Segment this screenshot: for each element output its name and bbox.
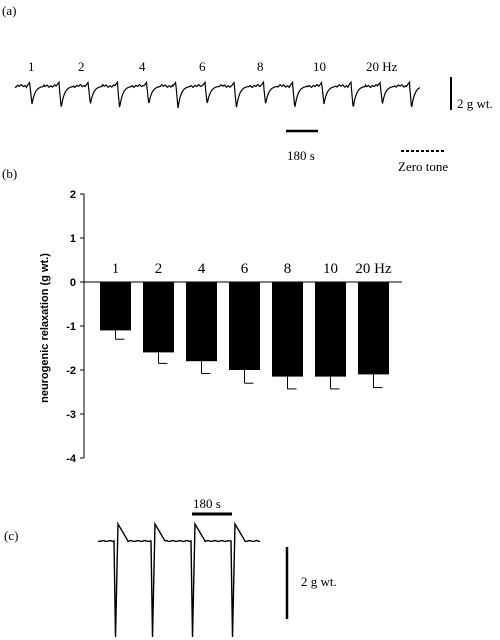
panel-a-time-scale-label: 180 s xyxy=(287,148,315,163)
panel-a-frequency-label: 20 Hz xyxy=(366,59,398,74)
x-category-label: 10 xyxy=(323,261,338,277)
trace-c-line xyxy=(97,521,261,638)
y-tick-label: -2 xyxy=(66,365,76,377)
x-category-label: 8 xyxy=(284,261,292,277)
x-axis-labels: 1 2 4 6 8 10 20 Hz xyxy=(112,261,392,277)
y-tick-label: -1 xyxy=(66,321,76,333)
panel-c-trace-recording: 180 s 2 g wt. xyxy=(97,496,337,638)
y-axis-label: neurogenic relaxation (g wt.) xyxy=(39,253,51,403)
panel-a-frequency-label: 6 xyxy=(199,59,206,74)
x-category-label: 6 xyxy=(241,261,249,277)
panel-a-frequency-label: 1 xyxy=(28,59,35,74)
bar xyxy=(186,282,217,362)
y-tick-label: 0 xyxy=(70,277,76,289)
panel-a-frequency-label: 8 xyxy=(257,59,264,74)
panel-a-frequency-label: 4 xyxy=(139,59,146,74)
panel-a-zero-tone-label: Zero tone xyxy=(398,159,448,174)
y-axis-ticks: 2 1 0 -1 -2 -3 -4 xyxy=(66,189,84,465)
y-tick-label: -4 xyxy=(66,453,77,465)
panel-a-frequency-labels: 1 2 4 6 8 10 20 Hz xyxy=(28,59,398,74)
bar-chart: 210-1-2-3-4 1 2 4 6 8 10 20 Hz neurogenic rela… xyxy=(39,189,402,465)
bar xyxy=(229,282,260,370)
bar xyxy=(100,282,131,331)
bar xyxy=(272,282,303,377)
panel-a-force-scale-label: 2 g wt. xyxy=(457,96,493,111)
panel-a-trace-recording: 1 2 4 6 8 10 20 Hz 2 g wt. 180 s Zero tone xyxy=(14,59,493,174)
panel-c-time-scale-label: 180 s xyxy=(193,496,221,511)
panel-a-label: (a) xyxy=(2,3,16,18)
bars xyxy=(100,282,389,377)
panel-a-frequency-label: 2 xyxy=(78,59,85,74)
panel-a-frequency-label: 10 xyxy=(313,59,326,74)
y-tick-label: -3 xyxy=(66,409,76,421)
y-tick-label: 1 xyxy=(70,233,76,245)
bar xyxy=(358,282,389,375)
x-category-label: 20 Hz xyxy=(355,261,392,277)
bar xyxy=(143,282,174,353)
x-category-label: 1 xyxy=(112,261,120,277)
panel-c-force-scale-label: 2 g wt. xyxy=(301,574,337,589)
y-tick-label: 2 xyxy=(70,189,76,201)
panel-b-label: (b) xyxy=(2,166,17,181)
trace-a-line xyxy=(14,80,421,109)
panel-c-label: (c) xyxy=(4,528,18,543)
error-bars xyxy=(115,330,383,390)
x-category-label: 4 xyxy=(198,261,206,277)
x-category-label: 2 xyxy=(155,261,163,277)
bar xyxy=(315,282,346,377)
